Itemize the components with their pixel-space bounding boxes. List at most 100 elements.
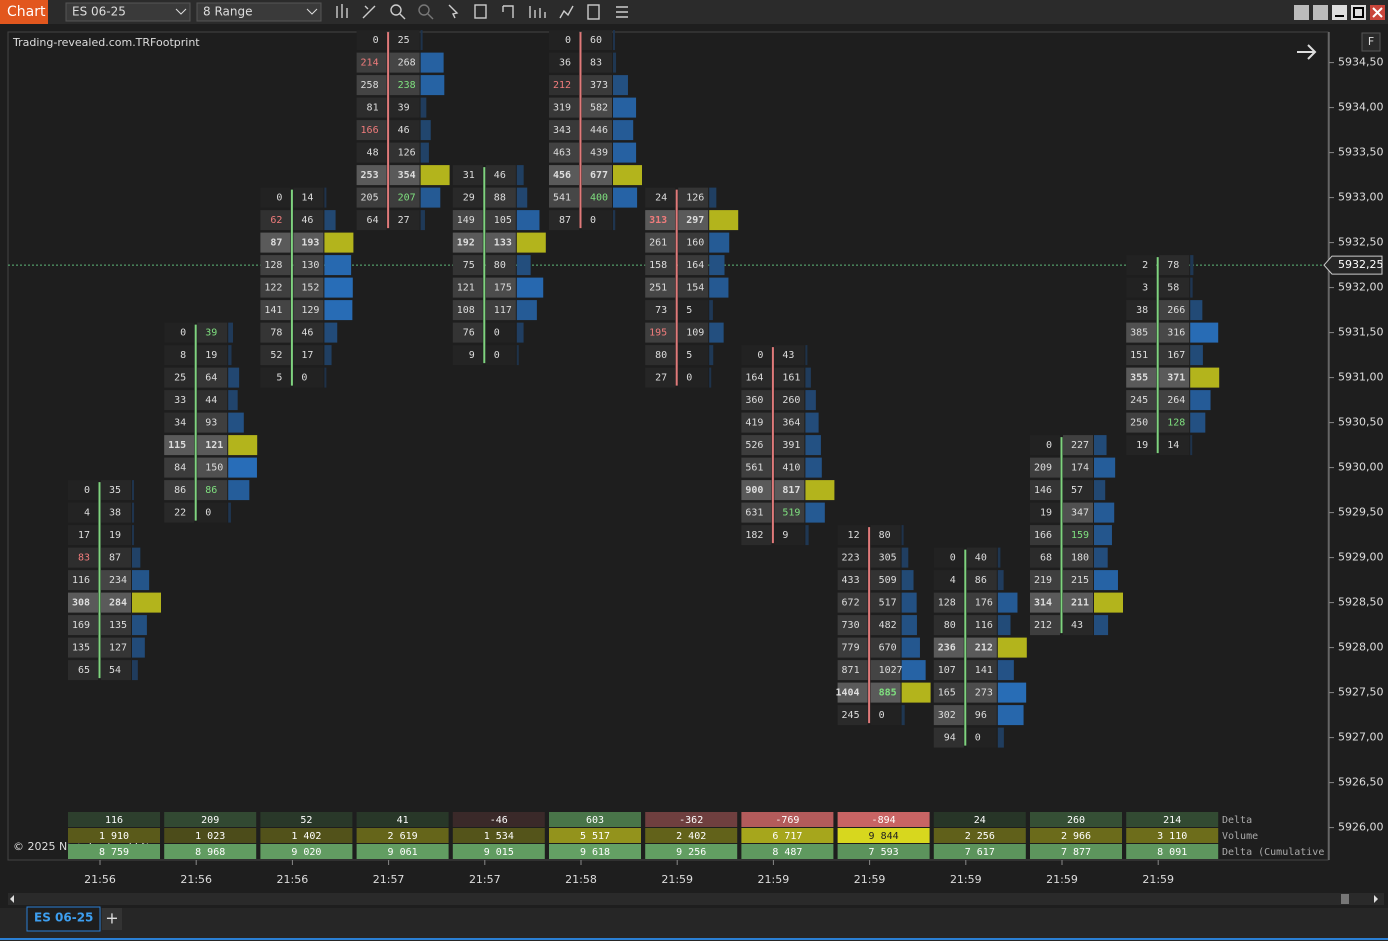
bid-volume: 253 [361, 170, 379, 181]
ask-cell [678, 367, 709, 388]
volume-profile-bar [613, 97, 637, 118]
ask-volume: 150 [205, 463, 223, 474]
volume-cell [549, 828, 641, 843]
last-price-marker [1323, 255, 1383, 275]
volume-profile-bar [709, 322, 724, 343]
ask-volume: 268 [398, 58, 416, 69]
f-button[interactable] [1361, 32, 1381, 52]
cum-delta-cell [741, 844, 834, 859]
cum-delta-value: 7 877 [1061, 847, 1091, 858]
ask-cell [966, 660, 997, 681]
volume-cell [837, 828, 930, 843]
bid-volume: 0 [276, 193, 282, 204]
bid-volume: 212 [1034, 620, 1052, 631]
ask-cell [678, 255, 709, 276]
bid-cell [933, 592, 964, 613]
volume-profile-bar [1190, 255, 1194, 276]
ask-volume: 117 [494, 305, 512, 316]
bid-cell [933, 705, 964, 726]
instrument-select[interactable] [65, 2, 191, 22]
price-tick-label: 5926,00 [1338, 821, 1384, 834]
ask-cell [1159, 435, 1190, 456]
bid-volume: 0 [950, 553, 956, 564]
ask-volume: 152 [301, 283, 319, 294]
scrollbar[interactable] [8, 893, 1384, 905]
bid-cell [260, 187, 291, 208]
volume-profile-bar [997, 570, 1004, 591]
ask-volume: 14 [1167, 440, 1179, 451]
bid-volume: 19 [1040, 508, 1052, 519]
volume-profile-bar [1190, 390, 1211, 411]
volume-profile-bar [1094, 525, 1112, 546]
ask-volume: 260 [782, 395, 800, 406]
volume-profile-bar [709, 345, 714, 366]
price-tick-label: 5932,50 [1338, 236, 1384, 249]
bid-cell [1126, 345, 1157, 366]
ask-cell [774, 367, 805, 388]
chart-tab[interactable] [0, 0, 48, 24]
volume-profile-bar [132, 502, 135, 523]
ask-volume: 109 [686, 328, 704, 339]
bid-volume: 62 [270, 215, 282, 226]
window-buttons[interactable] [1294, 5, 1385, 20]
bid-volume: 223 [842, 553, 860, 564]
instrument-tab[interactable] [26, 906, 101, 932]
time-label: 21:57 [373, 873, 405, 886]
ask-volume: 46 [398, 125, 410, 136]
ask-volume: 0 [879, 710, 885, 721]
ask-cell [101, 660, 131, 681]
ask-volume: 57 [1071, 485, 1083, 496]
scroll-right[interactable] [1374, 895, 1378, 903]
bid-cell [741, 412, 772, 433]
scroll-arrow[interactable] [1297, 44, 1317, 60]
bid-cell [645, 255, 676, 276]
volume-profile-bar [805, 502, 825, 523]
period-select[interactable] [196, 2, 322, 22]
price-tick-label: 5934,50 [1338, 56, 1384, 69]
bid-cell [1030, 592, 1060, 613]
delta-cell [741, 812, 834, 827]
bid-volume: 182 [745, 530, 763, 541]
volume-cell [1126, 828, 1219, 843]
bid-cell [68, 615, 98, 636]
scroll-left[interactable] [10, 895, 14, 903]
ask-volume: 509 [879, 575, 897, 586]
bid-cell [837, 592, 868, 613]
volume-cell [164, 828, 257, 843]
ask-volume: 128 [1167, 418, 1185, 429]
delta-value: -362 [679, 815, 703, 826]
cum-delta-value: 8 968 [195, 847, 225, 858]
ask-volume: 227 [1071, 440, 1089, 451]
ask-cell [966, 615, 997, 636]
ask-volume: 519 [782, 508, 800, 519]
cum-delta-cell [260, 844, 353, 859]
toolbar-icons[interactable] [336, 4, 628, 20]
delta-value: -894 [872, 815, 896, 826]
bid-volume: 313 [649, 215, 667, 226]
ask-cell [1063, 615, 1093, 636]
ask-cell [678, 322, 709, 343]
volume-value: 5 517 [580, 831, 610, 842]
ask-cell [1063, 547, 1093, 568]
cum-delta-cell [356, 844, 449, 859]
bid-cell [260, 277, 291, 298]
bid-volume: 245 [1130, 395, 1148, 406]
ask-cell [1159, 345, 1190, 366]
delta-value: 52 [300, 815, 312, 826]
bid-cell [68, 480, 98, 501]
volume-profile-bar [324, 345, 332, 366]
ask-cell [197, 457, 228, 478]
bid-volume: 245 [842, 710, 860, 721]
ask-volume: 371 [1167, 373, 1185, 384]
bid-cell [1030, 547, 1060, 568]
cum-delta-value: 9 256 [676, 847, 706, 858]
bid-volume: 25 [174, 373, 186, 384]
scroll-thumb[interactable] [1341, 894, 1349, 904]
ask-volume: 5 [686, 305, 692, 316]
ask-volume: 44 [205, 395, 217, 406]
volume-profile-bar [516, 322, 524, 343]
ask-cell [101, 547, 131, 568]
ask-cell [1159, 277, 1190, 298]
volume-value: 2 966 [1061, 831, 1091, 842]
add-tab[interactable] [102, 908, 122, 930]
